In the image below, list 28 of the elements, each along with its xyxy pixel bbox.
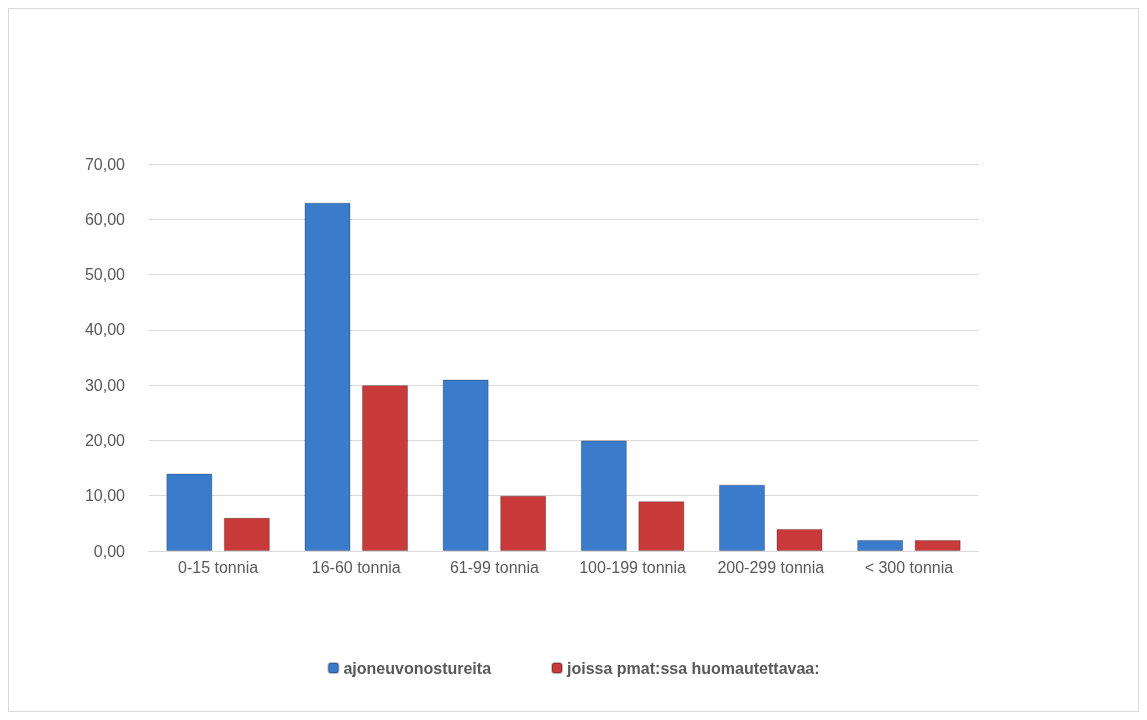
bar xyxy=(500,495,547,551)
y-tick-label: 10,00 xyxy=(84,487,126,505)
bar xyxy=(442,379,489,551)
bar xyxy=(914,539,961,551)
bar xyxy=(362,385,408,551)
x-tick-label: 16-60 tonnia xyxy=(311,558,401,576)
x-tick-label: 100-199 tonnia xyxy=(579,558,687,576)
y-tick-label: 60,00 xyxy=(84,210,126,228)
bar xyxy=(166,473,213,551)
bar xyxy=(223,517,270,551)
bar xyxy=(719,484,765,551)
legend-label: joissa pmat:ssa huomautettavaa: xyxy=(566,659,820,677)
y-tick-label: 40,00 xyxy=(84,321,126,339)
bar xyxy=(776,528,823,551)
x-tick-label: < 300 tonnia xyxy=(864,558,954,576)
legend-label: ajoneuvonostureita xyxy=(343,659,492,677)
y-tick-label: 30,00 xyxy=(84,376,126,394)
x-tick-label: 200-299 tonnia xyxy=(717,558,825,576)
y-tick-label: 0,00 xyxy=(93,542,126,560)
y-tick-label: 20,00 xyxy=(84,431,126,449)
x-tick-label: 61-99 tonnia xyxy=(449,558,539,576)
bar xyxy=(857,539,904,551)
bar xyxy=(580,440,627,551)
y-tick-label: 70,00 xyxy=(84,155,126,173)
y-tick-label: 50,00 xyxy=(84,266,126,284)
x-tick-label: 0-15 tonnia xyxy=(178,558,259,576)
bar xyxy=(638,501,685,551)
bar xyxy=(304,202,351,551)
